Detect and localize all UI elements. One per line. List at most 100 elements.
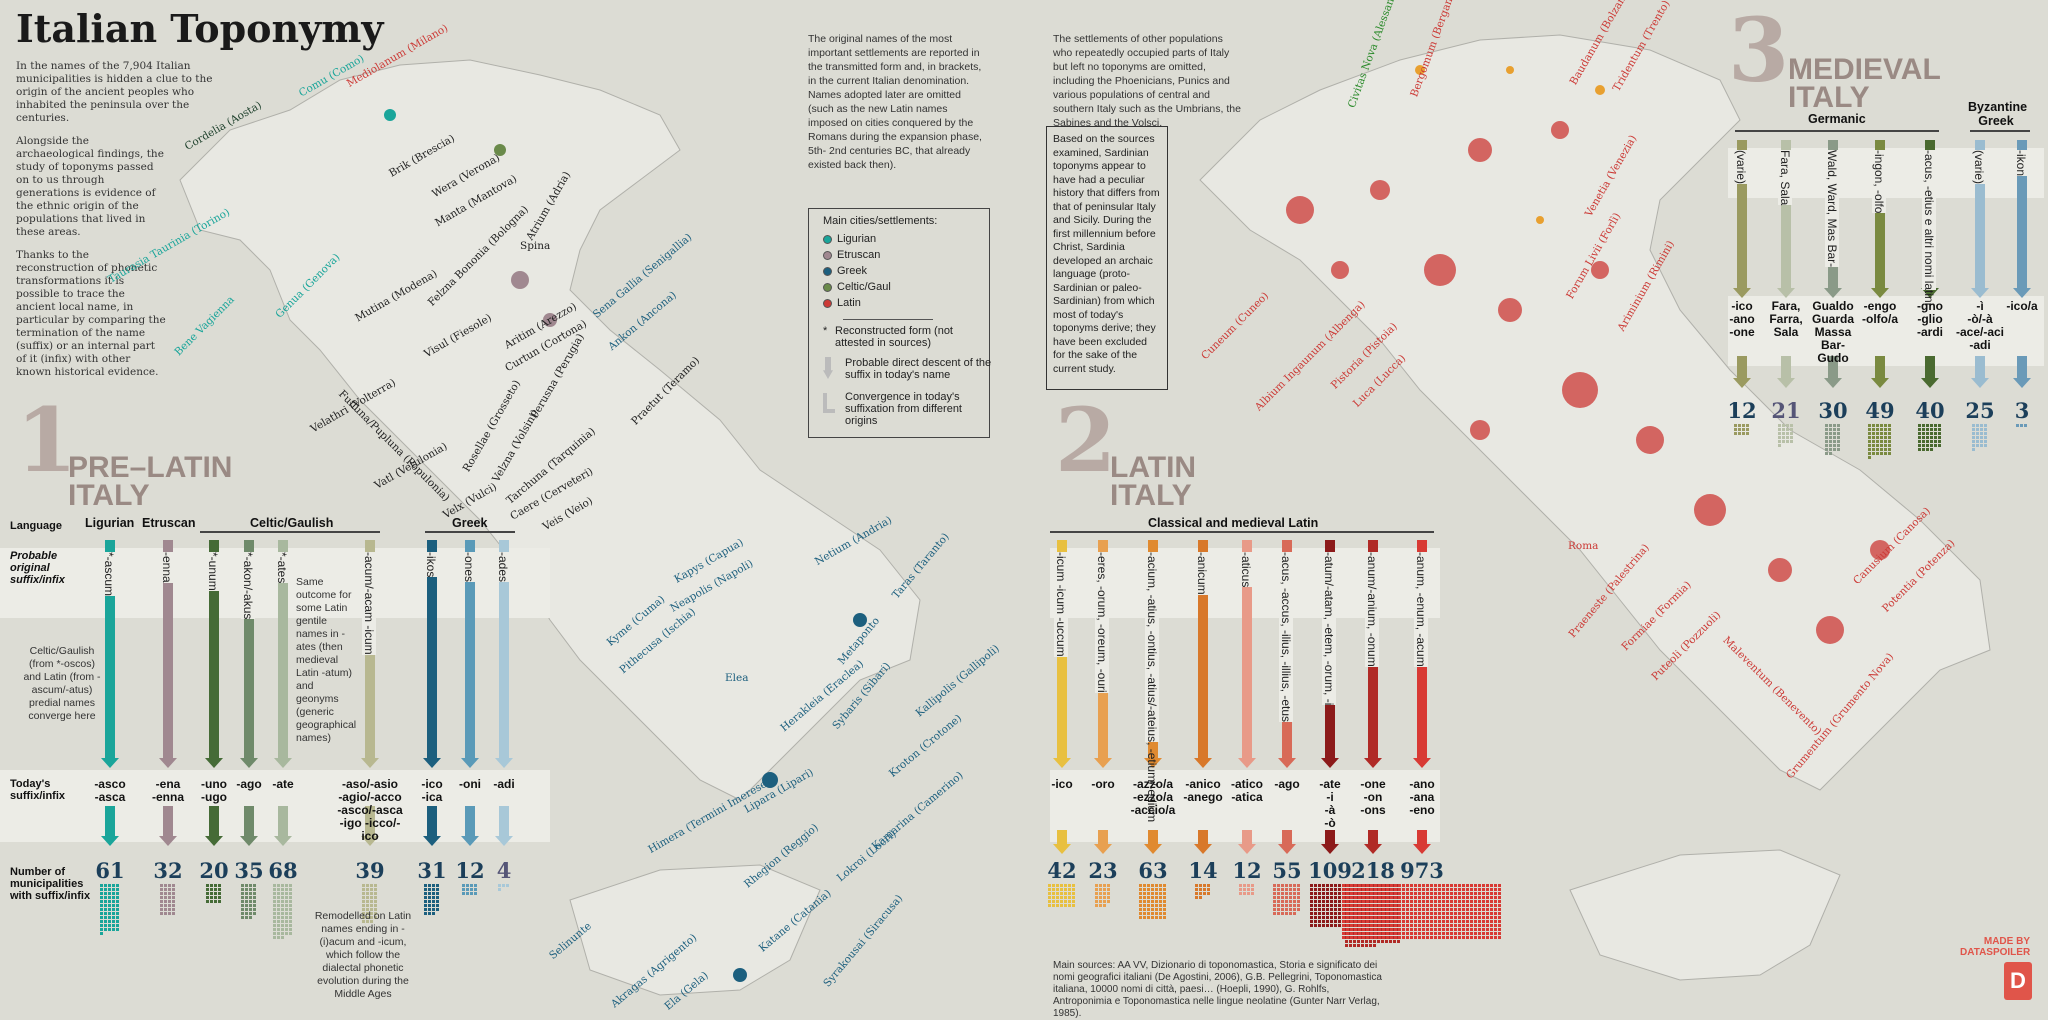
legend-item-ligurian: Ligurian: [823, 233, 876, 245]
group-underline: [1050, 531, 1434, 533]
map-label: Spina: [520, 240, 551, 252]
arrow-head-icon: [1278, 758, 1296, 768]
suffix-arrow: [465, 540, 475, 758]
municipality-count: 42: [1047, 858, 1077, 883]
original-suffix: -atum/-atam, -etem, -orum, -i: [1322, 552, 1336, 706]
municipality-dot-grid: [2016, 424, 2027, 427]
today-suffix: -ate -i -à -ò: [1319, 777, 1341, 830]
municipality-dot-grid: [1918, 424, 1941, 451]
suffix-arrow: [1057, 830, 1067, 844]
today-suffix: -asco -asca: [94, 777, 126, 804]
municipality-dot-grid: [1972, 424, 1987, 451]
arrow-head-icon: [2013, 288, 2031, 298]
today-suffix: -atico -atica: [1230, 777, 1263, 804]
suffix-arrow: [1781, 356, 1791, 378]
today-suffix: -ico: [1051, 777, 1073, 791]
section3-title: MEDIEVAL ITALY: [1788, 53, 1941, 114]
original-suffix: -ikon: [2014, 150, 2028, 177]
original-suffix: *-ates: [275, 552, 289, 584]
suffix-arrow: [499, 806, 509, 836]
arrow-head-icon: [1094, 758, 1112, 768]
municipality-count: 3: [2014, 398, 2030, 423]
municipality-count: 32: [153, 858, 183, 883]
municipality-dot-grid: [273, 884, 292, 939]
arrow-head-icon: [159, 758, 177, 768]
suffix-arrow: [2017, 140, 2027, 288]
intro-paragraph-2: Alongside the archaeological findings, t…: [16, 135, 164, 238]
suffix-arrow: [1325, 830, 1335, 844]
municipality-dot-grid: [1868, 424, 1891, 459]
intro-paragraph-3: Thanks to the reconstruction of phonetic…: [16, 249, 166, 378]
medieval-areas: [1415, 65, 1605, 224]
suffix-arrow: [1417, 830, 1427, 844]
suffix-arrow: [1098, 830, 1108, 844]
arrow-head-icon: [1278, 844, 1296, 854]
municipality-count: 40: [1915, 398, 1945, 423]
suffix-arrow: [1242, 540, 1252, 758]
municipality-count: 68: [268, 858, 298, 883]
arrow-head-icon: [1777, 288, 1795, 298]
original-suffix: Wald, Ward, Mas Bar-: [1825, 150, 1839, 268]
group-byzantine: Byzantine Greek: [1968, 100, 2028, 128]
latin-dot: [823, 298, 832, 308]
greek-area: [733, 968, 747, 982]
arrow-head-icon: [423, 836, 441, 846]
celtic-dot: [823, 282, 832, 292]
arrow-head-icon: [1194, 844, 1212, 854]
arrow-head-icon: [1238, 844, 1256, 854]
sicily-shape: [569, 864, 821, 996]
original-band: [1728, 148, 2044, 198]
arrow-head-icon: [1871, 378, 1889, 388]
arrow-head-icon: [461, 758, 479, 768]
arrow-head-icon: [1194, 758, 1212, 768]
greek-area: [762, 772, 778, 788]
section2-number: 2: [1055, 388, 1117, 492]
today-suffix: -oro: [1091, 777, 1115, 791]
today-suffix: -ate: [272, 777, 294, 791]
suffix-arrow: [427, 540, 437, 758]
group-germanic: Germanic: [1808, 112, 1866, 126]
greek-dot: [823, 266, 832, 276]
group-greek: Greek: [452, 516, 488, 530]
row-label-language: Language: [10, 520, 62, 532]
arrow-head-icon: [1364, 844, 1382, 854]
municipality-dot-grid: [1778, 424, 1793, 447]
arrow-head-icon: [1921, 378, 1939, 388]
arrow-head-icon: [159, 836, 177, 846]
arrow-head-icon: [205, 836, 223, 846]
suffix-arrow: [278, 540, 288, 758]
etruscan-area: [543, 313, 557, 327]
pre-latin-map: [179, 59, 921, 996]
group-etruscan: Etruscan: [142, 516, 196, 530]
suffix-arrow: [365, 806, 375, 836]
municipality-count: 23: [1088, 858, 1118, 883]
municipality-count: 21: [1771, 398, 1801, 423]
suffix-arrow: [209, 806, 219, 836]
municipality-count: 12: [455, 858, 485, 883]
group-celtic: Celtic/Gaulish: [250, 516, 334, 530]
original-suffix: *-unum: [206, 552, 220, 591]
municipality-dot-grid: [241, 884, 256, 919]
today-suffix: -uno -ugo: [201, 777, 227, 804]
arrow-head-icon: [101, 758, 119, 768]
municipality-count: 55: [1272, 858, 1302, 883]
group-underline: [200, 531, 380, 533]
suffix-arrow: [278, 806, 288, 836]
original-suffix: -icum -icum -uccum: [1054, 552, 1068, 657]
original-suffix: -aticus: [1239, 552, 1253, 588]
municipality-dot-grid: [1195, 884, 1210, 899]
ligurian-area: [384, 109, 396, 121]
peninsula-shape: [1199, 34, 1991, 791]
municipality-dot-grid: [1095, 884, 1110, 907]
arrow-head-icon: [1824, 288, 1842, 298]
row-label-original: Probable original suffix/infix: [10, 550, 65, 586]
original-suffix: -acus, -etius e altri nomi latini: [1922, 150, 1936, 306]
arrow-head-icon: [1824, 378, 1842, 388]
municipality-dot-grid: [1310, 884, 1349, 927]
etruscan-area: [511, 271, 529, 289]
original-suffix: Fara, Sala: [1778, 150, 1792, 206]
intro-paragraph-1: In the names of the 7,904 Italian munici…: [16, 60, 213, 124]
greek-area: [853, 613, 867, 627]
municipality-dot-grid: [424, 884, 439, 915]
today-suffix: -engo -olfo/a: [1862, 299, 1898, 326]
